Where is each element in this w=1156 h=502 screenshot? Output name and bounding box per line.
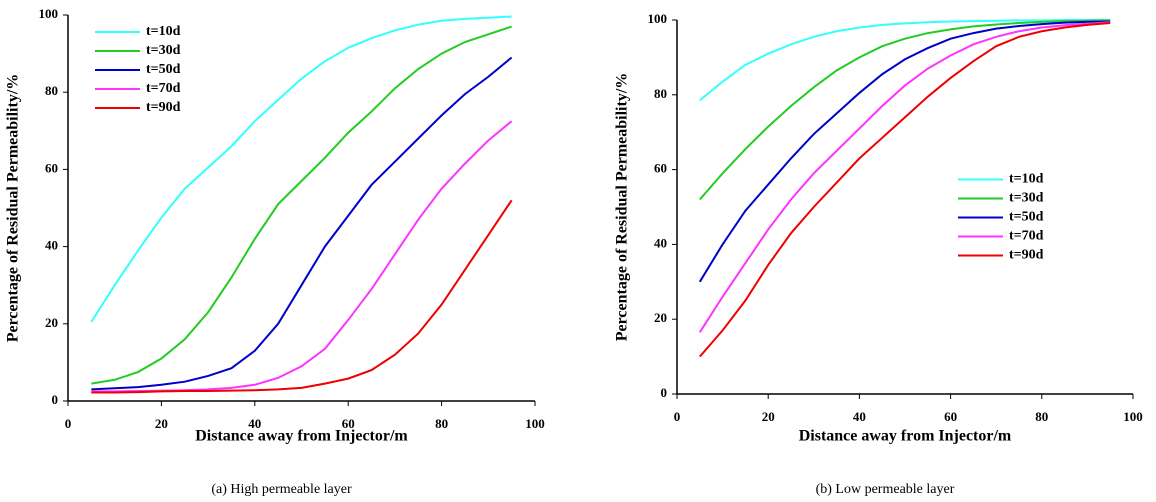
- caption: (a) High permeable layer: [211, 482, 352, 497]
- y-tick-label: 60: [654, 161, 667, 176]
- y-tick-label: 40: [654, 235, 667, 250]
- x-tick-label: 20: [762, 409, 775, 424]
- x-tick-label: 40: [853, 409, 866, 424]
- y-tick-label: 100: [648, 11, 668, 26]
- legend-label: t=50d: [146, 62, 181, 77]
- legend-label: t=10d: [1009, 172, 1044, 187]
- y-tick-label: 100: [39, 6, 59, 21]
- data-line: [91, 120, 513, 393]
- y-tick-label: 40: [45, 238, 58, 253]
- x-tick-label: 100: [1123, 409, 1143, 424]
- x-tick-label: 60: [944, 409, 957, 424]
- x-tick-label: 80: [1035, 409, 1048, 424]
- caption: (b) Low permeable layer: [816, 482, 955, 497]
- x-tick-label: 80: [435, 416, 448, 431]
- data-line: [91, 25, 512, 385]
- x-tick-label: 60: [342, 416, 355, 431]
- x-axis-label: Distance away from Injector/m: [799, 428, 1012, 445]
- y-tick-label: 0: [52, 392, 59, 407]
- x-tick-label: 100: [525, 416, 545, 431]
- x-axis-label: Distance away from Injector/m: [195, 428, 408, 445]
- data-line: [698, 21, 1111, 333]
- legend-label: t=30d: [146, 43, 181, 58]
- y-tick-label: 20: [654, 310, 667, 325]
- x-tick-label: 20: [155, 416, 168, 431]
- legend-label: t=90d: [146, 100, 181, 115]
- y-tick-label: 0: [661, 385, 668, 400]
- legend-label: t=90d: [1009, 248, 1044, 263]
- data-line: [699, 19, 1111, 201]
- data-line: [90, 15, 512, 323]
- y-tick-label: 80: [45, 83, 58, 98]
- legend-label: t=30d: [1009, 191, 1044, 206]
- legend-label: t=70d: [146, 81, 181, 96]
- legend-label: t=50d: [1009, 210, 1044, 225]
- data-line: [699, 19, 1111, 102]
- x-tick-label: 0: [65, 416, 72, 431]
- legend-label: t=10d: [146, 24, 181, 39]
- data-line: [698, 20, 1111, 283]
- data-line: [91, 199, 513, 394]
- y-tick-label: 60: [45, 160, 58, 175]
- data-line: [91, 56, 513, 391]
- data-line: [699, 21, 1111, 358]
- y-axis-label: Percentage of Residual Permeability/%: [5, 74, 22, 343]
- x-tick-label: 0: [674, 409, 681, 424]
- y-tick-label: 20: [45, 315, 58, 330]
- legend-label: t=70d: [1009, 229, 1044, 244]
- y-axis-label: Percentage of Residual Permeability/%: [614, 73, 631, 342]
- x-tick-label: 40: [248, 416, 261, 431]
- y-tick-label: 80: [654, 86, 667, 101]
